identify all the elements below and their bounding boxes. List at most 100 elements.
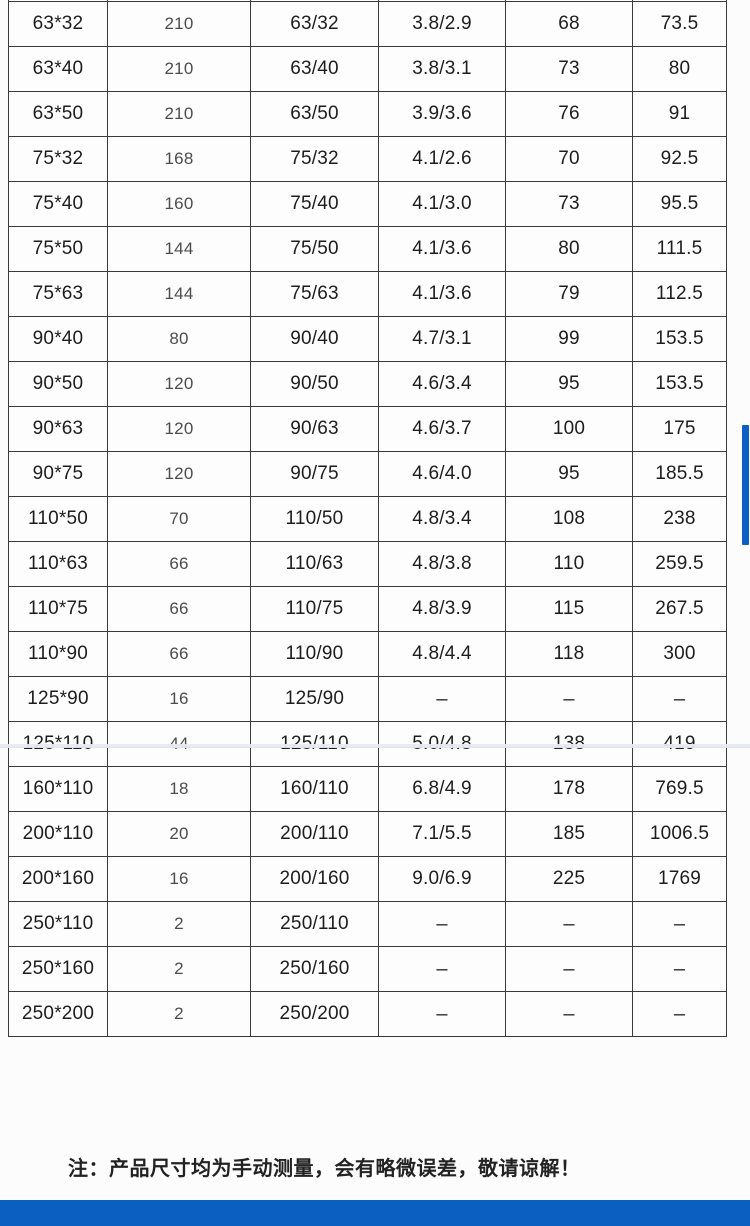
table-cell-value6: 73.5 [632,1,727,47]
table-cell-quantity: 210 [107,1,251,47]
table-cell-quantity: 2 [107,946,251,992]
table-cell-value6: 175 [632,406,727,452]
table-cell-thickness: 4.1/3.6 [378,271,506,317]
table-cell-thickness: 4.6/4.0 [378,451,506,497]
table-cell-value6: 1769 [632,856,727,902]
table-cell-value5: – [505,676,633,722]
table-cell-value5: 95 [505,451,633,497]
table-cell-model_slash: 75/32 [250,136,379,182]
table-cell-model_slash: 75/40 [250,181,379,227]
table-cell-thickness: 3.8/2.9 [378,1,506,47]
table-cell-value5: – [505,946,633,992]
table-cell-quantity: 144 [107,226,251,272]
table-cell-value6: 1006.5 [632,811,727,857]
table-cell-model_star: 200*110 [8,811,108,857]
table-cell-quantity: 144 [107,271,251,317]
table-cell-quantity: 120 [107,406,251,452]
table-cell-value6: 153.5 [632,361,727,407]
table-cell-model_star: 90*63 [8,406,108,452]
table-row: 90*75 120 90/75 4.6/4.0 95 185.5 [8,451,727,497]
table-row: 75*63 144 75/63 4.1/3.6 79 112.5 [8,271,727,317]
table-cell-value5: – [505,991,633,1037]
table-cell-value5: 115 [505,586,633,632]
table-cell-model_star: 250*200 [8,991,108,1037]
table-cell-value6: 300 [632,631,727,677]
table-cell-value6: 95.5 [632,181,727,227]
table-cell-quantity: 44 [107,721,251,767]
table-cell-value5: 70 [505,136,633,182]
bottom-blue-band [0,1200,750,1226]
page-scrollbar-track[interactable] [740,0,750,1200]
table-cell-quantity: 66 [107,586,251,632]
table-cell-thickness: – [378,676,506,722]
table-row: 63*40 210 63/40 3.8/3.1 73 80 [8,46,727,92]
table-cell-thickness: 4.1/3.6 [378,226,506,272]
specification-table-container: 63*2521063/253.9/2.6646963*3221063/323.8… [8,0,727,1037]
table-cell-value5: 95 [505,361,633,407]
table-cell-value6: – [632,946,727,992]
table-cell-model_star: 125*110 [8,721,108,767]
table-cell-model_star: 110*75 [8,586,108,632]
table-cell-model_slash: 63/50 [250,91,379,137]
table-cell-model_star: 250*110 [8,901,108,947]
table-cell-model_slash: 63/40 [250,46,379,92]
table-row: 90*63 120 90/63 4.6/3.7 100 175 [8,406,727,452]
table-cell-quantity: 18 [107,766,251,812]
table-row: 75*50 144 75/50 4.1/3.6 80 111.5 [8,226,727,272]
table-cell-model_slash: 250/110 [250,901,379,947]
table-cell-thickness: 4.6/3.7 [378,406,506,452]
table-cell-thickness: 4.7/3.1 [378,316,506,362]
table-row: 200*160 16 200/160 9.0/6.9 225 1769 [8,856,727,902]
table-cell-thickness: 5.0/4.8 [378,721,506,767]
table-row: 63*32 210 63/32 3.8/2.9 68 73.5 [8,1,727,47]
table-cell-quantity: 20 [107,811,251,857]
page-scrollbar-thumb[interactable] [742,425,749,545]
table-cell-model_slash: 90/40 [250,316,379,362]
table-cell-quantity: 16 [107,856,251,902]
table-cell-value6: 91 [632,91,727,137]
table-row: 75*32 168 75/32 4.1/2.6 70 92.5 [8,136,727,182]
table-cell-model_star: 200*160 [8,856,108,902]
table-cell-quantity: 80 [107,316,251,362]
table-cell-model_slash: 63/32 [250,1,379,47]
table-cell-quantity: 210 [107,91,251,137]
table-cell-thickness: 4.8/3.8 [378,541,506,587]
table-cell-quantity: 16 [107,676,251,722]
table-row: 125*90 16 125/90– – – [8,676,727,722]
table-cell-value6: 153.5 [632,316,727,362]
table-cell-quantity: 120 [107,451,251,497]
table-cell-value5: 99 [505,316,633,362]
table-row: 110*90 66 110/90 4.8/4.4 118 300 [8,631,727,677]
table-cell-value6: 419 [632,721,727,767]
table-cell-model_slash: 110/63 [250,541,379,587]
table-cell-thickness: 3.8/3.1 [378,46,506,92]
table-cell-model_slash: 125/110 [250,721,379,767]
table-row: 250*110 2 250/110– – – [8,901,727,947]
table-cell-model_star: 90*40 [8,316,108,362]
table-cell-value5: 73 [505,46,633,92]
table-cell-thickness: – [378,991,506,1037]
table-cell-model_star: 63*32 [8,1,108,47]
table-cell-value5: 68 [505,1,633,47]
table-cell-value5: 178 [505,766,633,812]
table-cell-value6: 92.5 [632,136,727,182]
table-cell-quantity: 2 [107,901,251,947]
table-cell-thickness: 4.6/3.4 [378,361,506,407]
table-cell-model_star: 90*50 [8,361,108,407]
table-cell-value5: 138 [505,721,633,767]
table-cell-thickness: 6.8/4.9 [378,766,506,812]
table-cell-model_star: 63*50 [8,91,108,137]
table-cell-value6: 267.5 [632,586,727,632]
table-cell-value5: – [505,901,633,947]
table-row: 125*110 44 125/110 5.0/4.8 138 419 [8,721,727,767]
table-row: 75*40 160 75/40 4.1/3.0 73 95.5 [8,181,727,227]
table-cell-model_slash: 200/110 [250,811,379,857]
table-cell-value5: 110 [505,541,633,587]
table-row: 63*50 210 63/50 3.9/3.6 76 91 [8,91,727,137]
table-cell-model_slash: 75/63 [250,271,379,317]
table-cell-quantity: 168 [107,136,251,182]
table-cell-model_slash: 75/50 [250,226,379,272]
table-cell-model_star: 75*50 [8,226,108,272]
table-cell-thickness: 4.8/3.4 [378,496,506,542]
table-cell-value5: 108 [505,496,633,542]
